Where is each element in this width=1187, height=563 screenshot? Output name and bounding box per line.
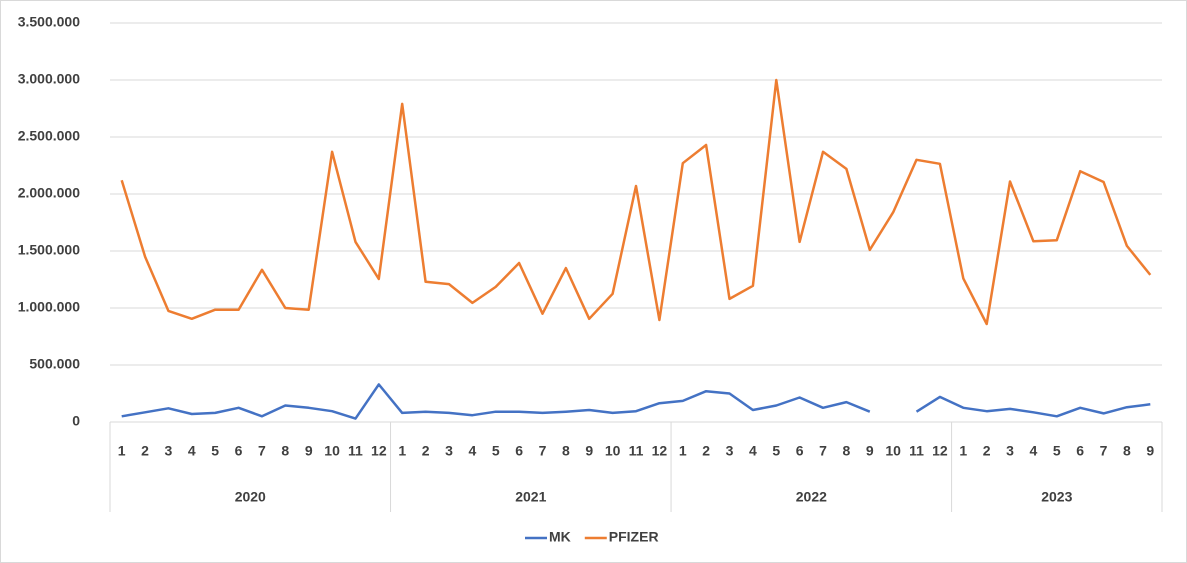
x-tick-label: 11 <box>629 443 644 459</box>
legend-label: MK <box>549 529 571 545</box>
line-series <box>120 78 1152 326</box>
x-tick-label: 4 <box>1030 443 1038 459</box>
x-tick-label: 2 <box>702 443 710 459</box>
x-tick-label: 1 <box>398 443 406 459</box>
y-tick-label: 3.500.000 <box>18 14 80 30</box>
x-tick-label: 2 <box>422 443 430 459</box>
x-tick-label: 8 <box>562 443 570 459</box>
x-tick-label: 2 <box>983 443 991 459</box>
y-tick-label: 0 <box>72 413 80 429</box>
x-tick-label: 7 <box>258 443 266 459</box>
x-tick-label: 3 <box>445 443 453 459</box>
x-tick-label: 5 <box>492 443 500 459</box>
x-tick-label: 12 <box>371 443 387 459</box>
x-tick-label: 6 <box>1076 443 1084 459</box>
x-tick-label: 10 <box>605 443 621 459</box>
x-tick-label: 3 <box>165 443 173 459</box>
x-tick-label: 8 <box>281 443 289 459</box>
group-label: 2022 <box>796 489 827 505</box>
x-tick-label: 9 <box>305 443 313 459</box>
x-tick-label: 9 <box>1146 443 1154 459</box>
x-tick-label: 12 <box>932 443 948 459</box>
x-tick-label: 6 <box>235 443 243 459</box>
legend-label: PFIZER <box>609 529 659 545</box>
x-tick-label: 11 <box>348 443 363 459</box>
x-tick-label: 9 <box>866 443 874 459</box>
y-tick-label: 1.500.000 <box>18 242 80 258</box>
x-tick-label: 5 <box>211 443 219 459</box>
x-tick-label: 4 <box>749 443 757 459</box>
x-tick-label: 3 <box>1006 443 1014 459</box>
group-label: 2023 <box>1041 489 1072 505</box>
x-tick-label: 6 <box>515 443 523 459</box>
x-tick-label: 11 <box>909 443 924 459</box>
x-tick-label: 1 <box>959 443 967 459</box>
x-tick-label: 8 <box>843 443 851 459</box>
x-tick-label: 10 <box>324 443 340 459</box>
x-tick-label: 7 <box>539 443 547 459</box>
line-series <box>121 383 1151 420</box>
x-tick-label: 12 <box>652 443 668 459</box>
x-tick-label: 3 <box>726 443 734 459</box>
y-tick-label: 2.000.000 <box>18 185 80 201</box>
x-tick-label: 6 <box>796 443 804 459</box>
x-tick-label: 4 <box>468 443 476 459</box>
y-tick-label: 1.000.000 <box>18 299 80 315</box>
x-tick-label: 7 <box>819 443 827 459</box>
y-tick-label: 500.000 <box>29 356 80 372</box>
x-tick-label: 7 <box>1100 443 1108 459</box>
x-tick-label: 9 <box>585 443 593 459</box>
x-tick-label: 1 <box>679 443 687 459</box>
x-tick-label: 8 <box>1123 443 1131 459</box>
x-tick-label: 10 <box>885 443 901 459</box>
y-tick-label: 3.000.000 <box>18 71 80 87</box>
y-tick-label: 2.500.000 <box>18 128 80 144</box>
x-tick-label: 5 <box>772 443 780 459</box>
x-tick-label: 1 <box>118 443 126 459</box>
x-tick-label: 2 <box>141 443 149 459</box>
x-tick-label: 5 <box>1053 443 1061 459</box>
x-tick-label: 4 <box>188 443 196 459</box>
group-label: 2020 <box>235 489 266 505</box>
group-label: 2021 <box>515 489 546 505</box>
